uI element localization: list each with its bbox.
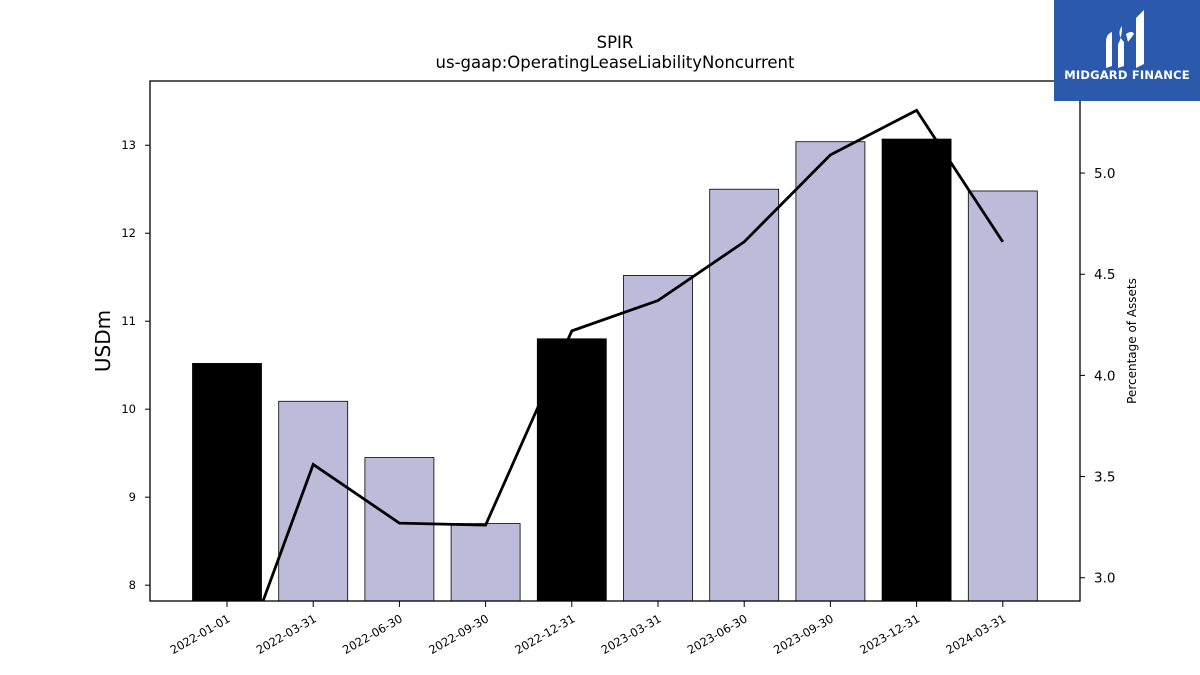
bar [967, 190, 1038, 602]
bar [623, 275, 693, 602]
bar [709, 188, 780, 602]
y2-tick-label: 4.5 [1094, 267, 1115, 283]
x-tick-label: 2022-01-01 [168, 611, 233, 657]
percentage-line [261, 108, 1004, 601]
y2-tick-label: 5.0 [1094, 166, 1115, 182]
y-tick-label: 12 [121, 226, 136, 240]
y-tick-label: 9 [129, 490, 136, 504]
midgard-logo: MIDGARD FINANCE [1054, 0, 1200, 101]
chart-subtitle: us-gaap:OperatingLeaseLiabilityNoncurren… [436, 53, 795, 72]
y2-tick-label: 3.0 [1094, 571, 1115, 587]
y2-tick-label: 3.5 [1094, 470, 1115, 486]
x-tick-label: 2023-09-30 [771, 611, 836, 657]
bar [278, 400, 349, 602]
y-tick-label: 10 [121, 402, 136, 416]
y-tick-label: 8 [129, 578, 136, 592]
x-tick-label: 2023-03-31 [599, 611, 664, 657]
plot-frame [149, 80, 1081, 602]
logo-text: MIDGARD FINANCE [1064, 68, 1190, 82]
x-tick-label: 2024-03-31 [943, 611, 1008, 657]
y-axis-label: USDm [91, 310, 115, 372]
x-tick-label: 2023-12-31 [857, 611, 922, 657]
bar [881, 138, 952, 602]
y2-axis-label: Percentage of Assets [1125, 278, 1139, 404]
x-tick-label: 2023-06-30 [685, 611, 750, 657]
bar [192, 363, 262, 602]
chart-title: SPIR [597, 33, 634, 52]
bar [364, 457, 435, 602]
bar [795, 141, 866, 602]
y-tick-label: 13 [121, 138, 136, 152]
bar [536, 338, 607, 602]
bar [450, 523, 521, 602]
x-tick-label: 2022-12-31 [512, 611, 577, 657]
y-tick-label: 11 [121, 314, 136, 328]
x-tick-label: 2022-09-30 [426, 611, 491, 657]
midgard-logo-icon [1106, 10, 1144, 68]
x-tick-label: 2022-03-31 [254, 611, 319, 657]
y2-tick-label: 4.0 [1094, 368, 1115, 384]
x-tick-label: 2022-06-30 [340, 611, 405, 657]
